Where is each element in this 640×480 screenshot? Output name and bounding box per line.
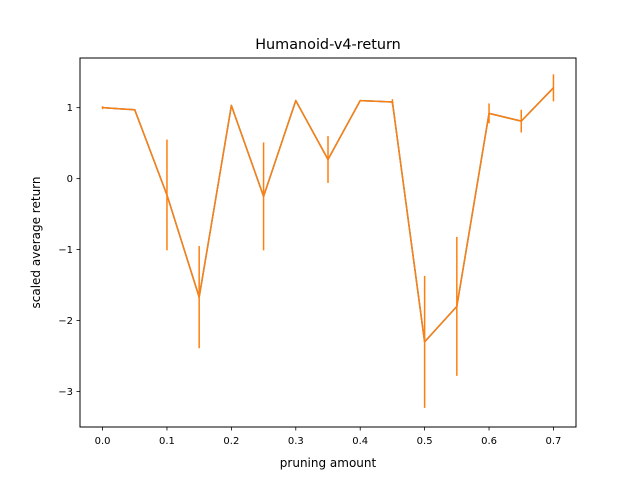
x-tick-label: 0.2 xyxy=(223,436,239,447)
data-point xyxy=(198,296,200,298)
data-point xyxy=(359,99,361,102)
axes-frame xyxy=(79,57,577,428)
data-point xyxy=(488,112,490,115)
data-point xyxy=(552,87,555,89)
data-point xyxy=(101,106,104,109)
x-tick-label: 0.3 xyxy=(288,436,304,447)
x-tick-label: 0.1 xyxy=(159,436,175,447)
data-point xyxy=(391,101,394,103)
x-tick-label: 0.0 xyxy=(95,436,111,447)
x-axis: 0.0 0.1 0.2 0.3 0.4 0.5 0.6 0.7 xyxy=(95,427,562,447)
x-tick-label: 0.5 xyxy=(417,436,433,447)
y-tick-label: 1 xyxy=(67,103,73,114)
data-point xyxy=(456,305,458,308)
data-point xyxy=(520,120,522,122)
chart-title: Humanoid-v4-return xyxy=(255,37,401,53)
y-axis-label: scaled average return xyxy=(29,177,43,309)
plot-area xyxy=(101,74,555,408)
data-point xyxy=(262,195,265,198)
data-point xyxy=(423,341,426,343)
x-tick-label: 0.4 xyxy=(352,436,368,447)
y-axis: −3 −2 −1 0 1 xyxy=(58,103,80,398)
data-point xyxy=(327,158,329,161)
y-tick-label: −1 xyxy=(58,245,73,256)
data-point xyxy=(166,194,168,196)
data-point xyxy=(230,104,233,107)
data-point xyxy=(295,99,297,102)
x-axis-label: pruning amount xyxy=(280,456,377,470)
y-tick-label: −2 xyxy=(58,316,73,327)
y-tick-label: −3 xyxy=(58,387,73,398)
x-tick-label: 0.6 xyxy=(481,436,497,447)
x-tick-label: 0.7 xyxy=(546,436,562,447)
data-point xyxy=(134,109,136,111)
y-tick-label: 0 xyxy=(67,174,73,185)
